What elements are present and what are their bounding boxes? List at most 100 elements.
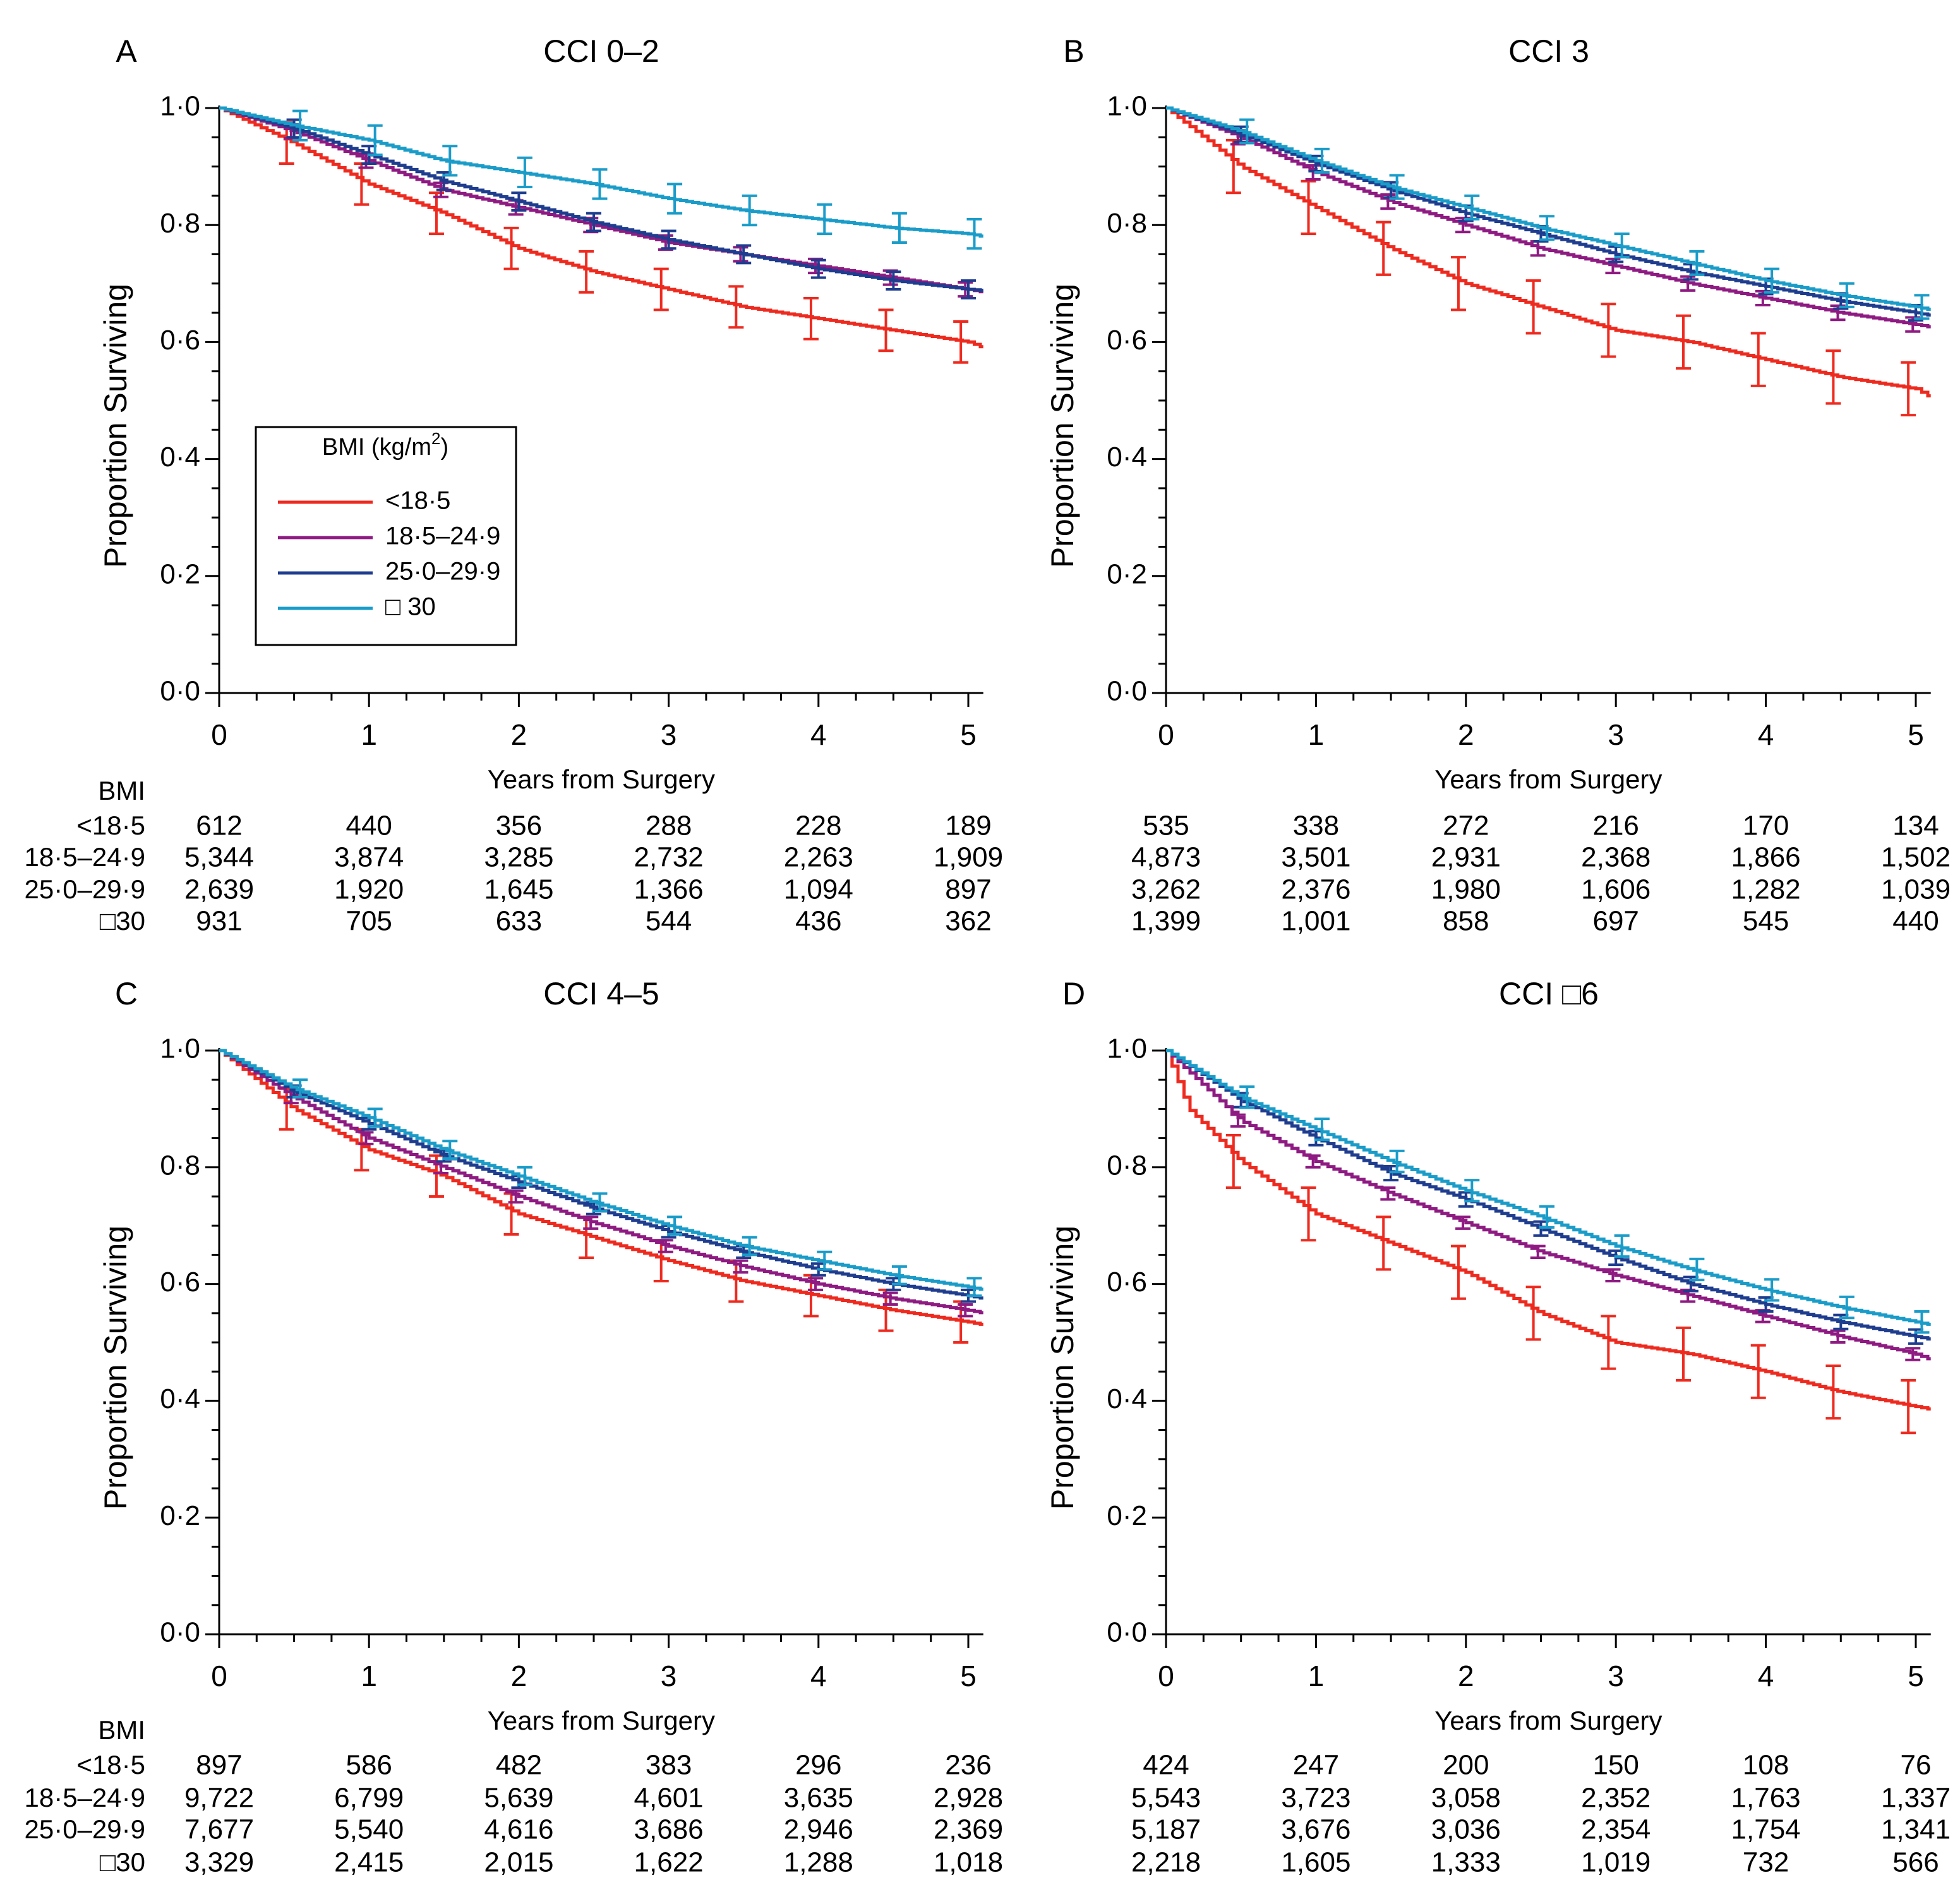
risk-value-bmi-30-plus: 1,018 <box>934 1847 1003 1878</box>
panel-title-a: CCI 0–2 <box>543 33 659 69</box>
legend-title: BMI (kg/m2) <box>322 429 448 461</box>
risk-value-bmi-25-29-9: 2,376 <box>1281 874 1350 905</box>
risk-value-bmi-18-5-24-9: 2,732 <box>634 842 704 873</box>
risk-value-bmi-25-29-9: 4,616 <box>484 1814 553 1845</box>
risk-row-label: 25·0–29·9 <box>25 1814 145 1844</box>
risk-value-bmi-18-5-24-9: 2,352 <box>1581 1783 1650 1814</box>
risk-value-bmi-25-29-9: 1,920 <box>334 874 404 905</box>
risk-value-bmi-under-18-5: 586 <box>346 1750 392 1781</box>
risk-value-bmi-30-plus: 697 <box>1592 906 1638 937</box>
risk-value-bmi-18-5-24-9: 2,931 <box>1431 842 1501 873</box>
risk-row-label: □30 <box>100 906 145 936</box>
panel-a-chart: A CCI 0–2 0·0 0·2 0·4 0·6 0·8 1·0 0 1 2 3 4 5 Years fr… <box>25 33 1004 936</box>
risk-value-bmi-18-5-24-9: 3,285 <box>484 842 553 873</box>
y-tick-label: 1·0 <box>160 1033 200 1064</box>
risk-value-bmi-18-5-24-9: 1,337 <box>1881 1783 1951 1814</box>
curve-bmi-18-5-24-9 <box>1166 1049 1931 1361</box>
x-tick-label: 1 <box>1308 1660 1325 1692</box>
risk-value-bmi-30-plus: 1,333 <box>1431 1847 1501 1878</box>
x-tick-label: 0 <box>211 1660 227 1692</box>
panel-title-c: CCI 4–5 <box>543 976 659 1011</box>
x-axis-label: Years from Surgery <box>1434 1706 1662 1735</box>
risk-value-bmi-30-plus: 732 <box>1743 1847 1789 1878</box>
risk-value-bmi-18-5-24-9: 2,263 <box>784 842 853 873</box>
risk-value-bmi-25-29-9: 7,677 <box>184 1814 254 1845</box>
risk-value-bmi-18-5-24-9: 5,344 <box>184 842 254 873</box>
risk-value-bmi-25-29-9: 1,366 <box>634 874 704 905</box>
x-tick-label: 5 <box>1908 1660 1924 1692</box>
x-tick-label: 3 <box>661 1660 677 1692</box>
risk-value-bmi-under-18-5: 189 <box>945 810 991 841</box>
risk-value-bmi-25-29-9: 1,282 <box>1731 874 1801 905</box>
y-tick-label: 1·0 <box>1107 1033 1147 1064</box>
y-tick-label: 0·0 <box>1107 676 1147 707</box>
risk-value-bmi-30-plus: 566 <box>1892 1847 1939 1878</box>
risk-value-bmi-18-5-24-9: 6,799 <box>334 1783 404 1814</box>
y-tick-label: 0·6 <box>160 1267 200 1298</box>
risk-value-bmi-under-18-5: 424 <box>1143 1750 1189 1781</box>
curve-bmi-25-29-9 <box>219 106 983 292</box>
risk-value-bmi-25-29-9: 2,946 <box>784 1814 853 1845</box>
risk-value-bmi-under-18-5: 170 <box>1743 810 1789 841</box>
risk-value-bmi-25-29-9: 3,036 <box>1431 1814 1501 1845</box>
risk-value-bmi-25-29-9: 1,094 <box>784 874 853 905</box>
risk-value-bmi-25-29-9: 3,686 <box>634 1814 704 1845</box>
risk-value-bmi-25-29-9: 2,354 <box>1581 1814 1650 1845</box>
y-tick-label: 0·2 <box>160 558 200 589</box>
curve-bmi-18-5-24-9 <box>219 106 983 294</box>
risk-row-label: <18·5 <box>76 1750 145 1780</box>
risk-row-label: □30 <box>100 1847 145 1877</box>
risk-value-bmi-30-plus: 1,605 <box>1281 1847 1350 1878</box>
x-tick-label: 4 <box>1758 1660 1774 1692</box>
x-tick-label: 0 <box>1158 718 1174 751</box>
y-tick-label: 0·6 <box>1107 325 1147 356</box>
risk-value-bmi-18-5-24-9: 1,866 <box>1731 842 1801 873</box>
curve-bmi-25-29-9 <box>1166 106 1931 317</box>
curve-bmi-30-plus <box>219 106 983 238</box>
legend-label-bmi-under-18-5: <18·5 <box>385 487 450 515</box>
panel-letter-c: C <box>115 976 138 1011</box>
risk-value-bmi-30-plus: 2,218 <box>1131 1847 1201 1878</box>
risk-value-bmi-30-plus: 1,399 <box>1131 906 1201 937</box>
panel-d-chart: D CCI □6 0·0 0·2 0·4 0·6 0·8 1·0 0 1 2 3 4 5 Years fro… <box>1045 976 1951 1877</box>
curve-bmi-18-5-24-9 <box>1166 106 1931 328</box>
panel-letter-a: A <box>116 33 137 69</box>
panel-c-chart: C CCI 4–5 0·0 0·2 0·4 0·6 0·8 1·0 0 1 2 3 4 5 Years fr… <box>25 976 1004 1877</box>
legend-label-bmi-18-5-24-9: 18·5–24·9 <box>385 522 500 550</box>
y-tick-label: 0·0 <box>160 676 200 707</box>
risk-value-bmi-30-plus: 1,622 <box>634 1847 704 1878</box>
risk-value-bmi-under-18-5: 440 <box>346 810 392 841</box>
x-tick-label: 5 <box>960 1660 977 1692</box>
risk-value-bmi-18-5-24-9: 3,874 <box>334 842 404 873</box>
risk-value-bmi-under-18-5: 134 <box>1892 810 1939 841</box>
risk-table-header: BMI <box>98 1715 145 1745</box>
risk-value-bmi-30-plus: 705 <box>346 906 392 937</box>
x-tick-label: 2 <box>1458 1660 1474 1692</box>
risk-value-bmi-18-5-24-9: 2,928 <box>934 1783 1003 1814</box>
x-tick-label: 0 <box>1158 1660 1174 1692</box>
y-tick-label: 0·8 <box>1107 208 1147 239</box>
x-tick-label: 1 <box>361 718 377 751</box>
risk-value-bmi-25-29-9: 1,980 <box>1431 874 1501 905</box>
x-tick-label: 1 <box>1308 718 1325 751</box>
y-axis-label: Proportion Surviving <box>1045 284 1080 568</box>
x-tick-label: 0 <box>211 718 227 751</box>
curve-bmi-25-29-9 <box>1166 1049 1931 1341</box>
risk-value-bmi-25-29-9: 1,754 <box>1731 1814 1801 1845</box>
y-axis-label: Proportion Surviving <box>98 1226 133 1510</box>
risk-value-bmi-25-29-9: 3,262 <box>1131 874 1201 905</box>
risk-value-bmi-30-plus: 1,001 <box>1281 906 1350 937</box>
curve-bmi-under-18-5 <box>1166 106 1931 398</box>
risk-value-bmi-under-18-5: 150 <box>1592 1750 1638 1781</box>
bmi-legend: BMI (kg/m2) <18·5 18·5–24·9 25·0–29·9 □ 30 <box>255 426 517 646</box>
risk-value-bmi-30-plus: 931 <box>196 906 242 937</box>
x-tick-label: 3 <box>1608 718 1624 751</box>
risk-value-bmi-under-18-5: 338 <box>1293 810 1339 841</box>
risk-table-header: BMI <box>98 776 145 805</box>
risk-value-bmi-under-18-5: 76 <box>1901 1750 1932 1781</box>
curve-bmi-under-18-5 <box>1166 1049 1931 1411</box>
risk-value-bmi-under-18-5: 200 <box>1443 1750 1489 1781</box>
risk-row-label: 18·5–24·9 <box>25 1783 145 1812</box>
x-axis-label: Years from Surgery <box>488 764 715 794</box>
panel-title-d: CCI □6 <box>1499 976 1599 1011</box>
